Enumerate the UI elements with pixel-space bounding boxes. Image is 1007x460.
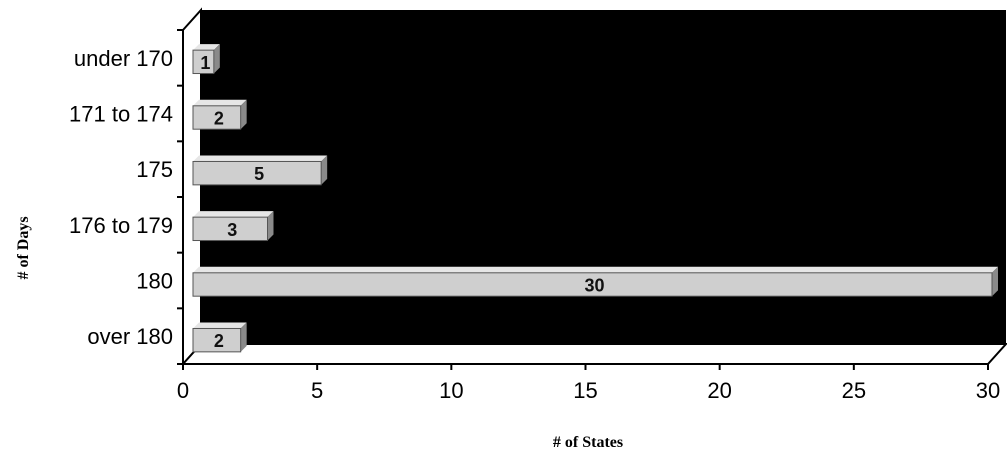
x-tick-label: 20 (707, 378, 731, 403)
category-label: over 180 (87, 324, 173, 349)
plot-area (180, 7, 1007, 367)
category-label: 176 to 179 (69, 213, 173, 238)
bar-side (321, 155, 328, 185)
bar (192, 272, 993, 297)
bar-top (193, 266, 998, 273)
bar (192, 160, 322, 186)
x-tick-label: 5 (311, 378, 323, 403)
bar-side (240, 322, 247, 352)
bar (192, 105, 242, 130)
x-tick-label: 10 (439, 378, 463, 403)
back-wall (201, 10, 1006, 344)
bar-top (193, 99, 247, 106)
data-label: 3 (227, 220, 237, 240)
floor (180, 343, 1007, 365)
x-tick-label: 25 (842, 378, 866, 403)
x-tick-label: 15 (573, 378, 597, 403)
category-label: under 170 (74, 46, 173, 71)
y-axis-title: # of Days (15, 216, 32, 279)
data-label: 2 (214, 331, 224, 351)
bar-side (240, 99, 247, 130)
category-label: 171 to 174 (69, 102, 173, 127)
data-label: 2 (214, 109, 224, 129)
bar (192, 49, 215, 75)
bars: 1 2 5 3 30 2 (192, 44, 998, 353)
bar-top (193, 211, 274, 218)
bar-top (193, 44, 220, 51)
bar-side (267, 211, 274, 241)
category-label: 175 (136, 157, 173, 182)
x-axis-title: # of States (553, 434, 623, 451)
bar-top (193, 155, 328, 162)
bar (192, 327, 242, 353)
data-label: 1 (200, 53, 210, 73)
bar-side (213, 44, 220, 74)
data-label: 30 (584, 276, 604, 296)
axes: under 170 171 to 174 175 176 to 179 180 over … (69, 29, 1000, 403)
category-label: 180 (136, 269, 173, 294)
bar-top (193, 322, 247, 329)
x-tick-label: 0 (177, 378, 189, 403)
x-tick-label: 30 (976, 378, 1000, 403)
data-label: 5 (254, 164, 264, 184)
bar (192, 216, 268, 242)
bar-side (992, 266, 998, 297)
